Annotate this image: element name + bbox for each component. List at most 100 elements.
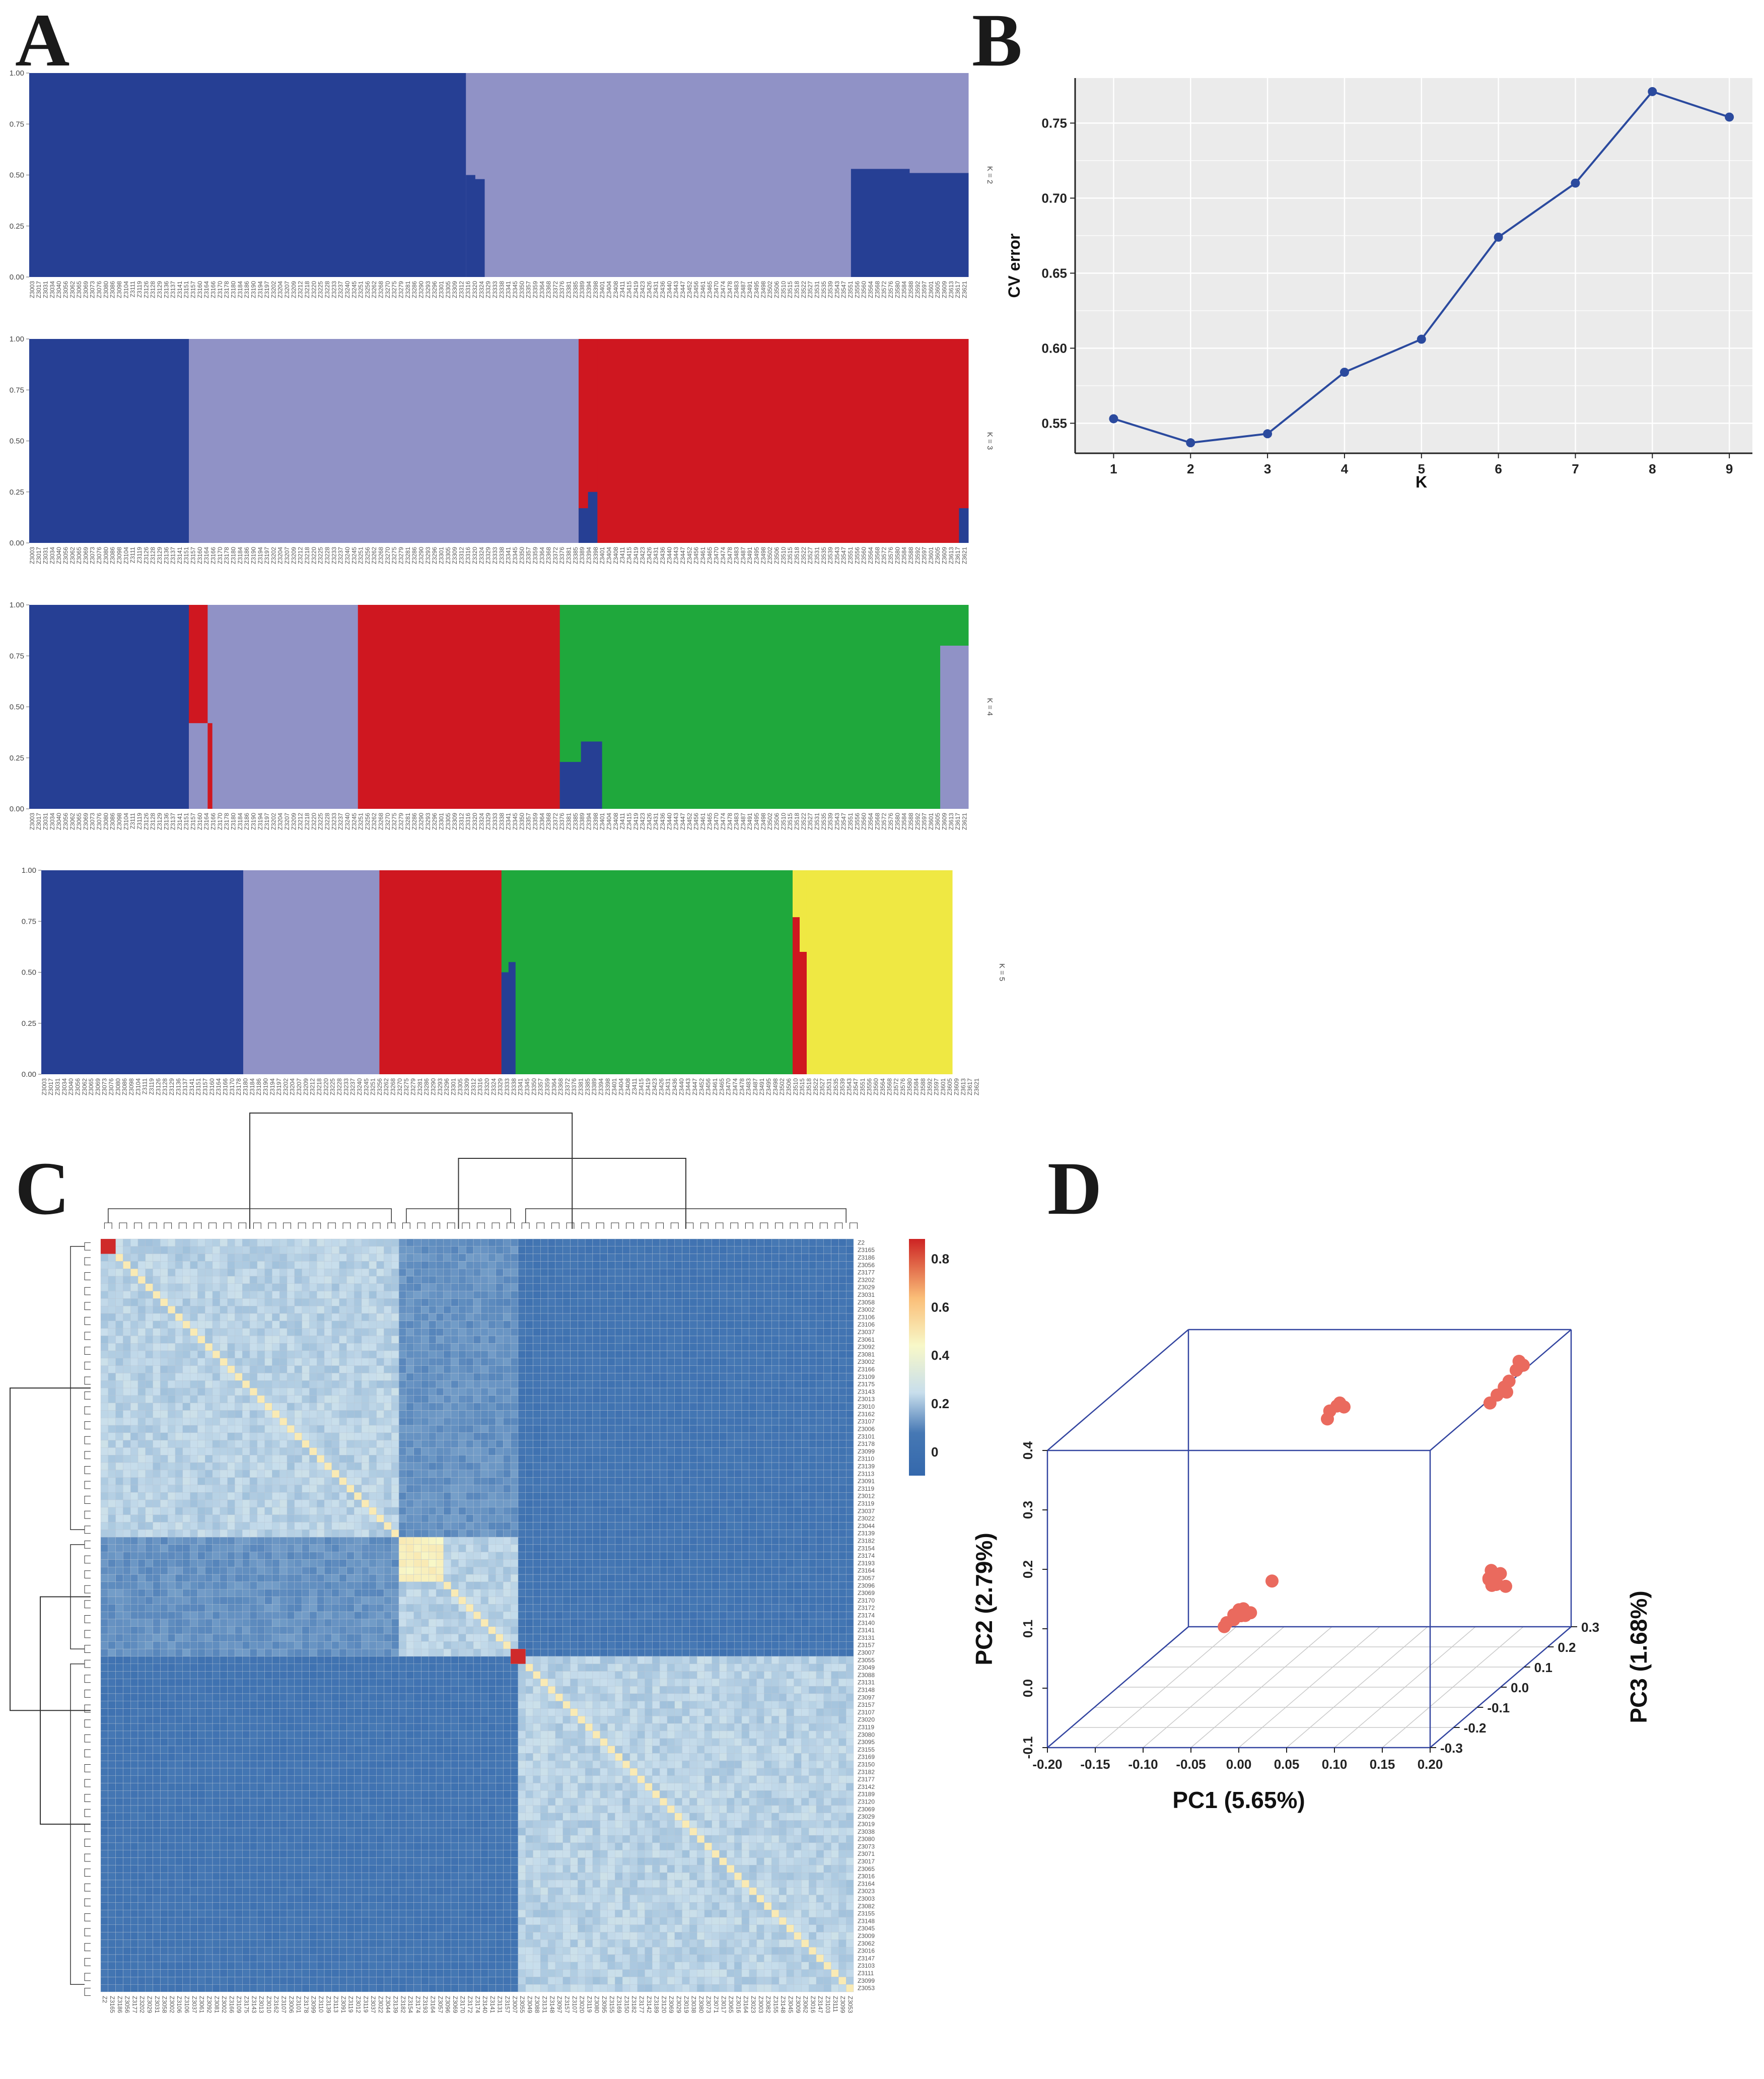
heatmap-cell	[168, 1537, 176, 1545]
heatmap-cell	[734, 1440, 742, 1448]
heatmap-cell	[249, 1552, 258, 1560]
heatmap-cell	[264, 1254, 272, 1262]
heatmap-cell	[734, 1380, 742, 1389]
heatmap-cell	[510, 1358, 519, 1366]
x-tick-label: 6	[1495, 461, 1502, 476]
heatmap-cell	[421, 1358, 429, 1366]
sample-label: Z3233	[330, 547, 337, 564]
heatmap-cell	[555, 1328, 563, 1336]
heatmap-cell	[287, 1283, 295, 1291]
heatmap-cell	[682, 1499, 690, 1508]
heatmap-cell	[272, 1485, 280, 1493]
heatmap-cell	[533, 1365, 541, 1373]
heatmap-cell	[547, 1425, 556, 1433]
heatmap-cell	[503, 1380, 511, 1389]
heatmap-cell	[496, 1514, 504, 1522]
heatmap-cell	[287, 1350, 295, 1359]
heatmap-cell	[689, 1477, 697, 1485]
heatmap-cell	[317, 1514, 325, 1522]
heatmap-cell	[100, 1499, 109, 1508]
heatmap-cell	[249, 1269, 258, 1277]
heatmap-cell	[496, 1380, 504, 1389]
heatmap-cell	[749, 1246, 757, 1254]
heatmap-cell	[578, 1291, 586, 1299]
heatmap-cell	[175, 1514, 183, 1522]
heatmap-cell	[443, 1470, 451, 1478]
sample-label: Z3411	[619, 813, 626, 829]
heatmap-cell	[287, 1276, 295, 1284]
heatmap-cell	[741, 1276, 749, 1284]
heatmap-cell	[398, 1298, 407, 1306]
heatmap-cell	[272, 1343, 280, 1351]
sample-label: Z3220	[310, 547, 317, 564]
heatmap-cell	[361, 1470, 370, 1478]
heatmap-cell	[458, 1365, 466, 1373]
heatmap-cell	[615, 1380, 623, 1389]
heatmap-cell	[130, 1328, 138, 1336]
heatmap-cell	[100, 1492, 109, 1500]
heatmap-cell	[794, 1336, 802, 1344]
heatmap-cell	[741, 1380, 749, 1389]
heatmap-cell	[220, 1477, 228, 1485]
heatmap-cell	[689, 1261, 697, 1269]
heatmap-cell	[771, 1432, 780, 1440]
heatmap-cell	[734, 1350, 742, 1359]
heatmap-cell	[235, 1336, 243, 1344]
sample-label: Z3385	[584, 1078, 591, 1095]
heatmap-cell	[466, 1269, 474, 1277]
heatmap-cell	[137, 1358, 146, 1366]
heatmap-cell	[429, 1403, 437, 1411]
heatmap-cell	[354, 1388, 362, 1396]
heatmap-cell	[197, 1514, 205, 1522]
heatmap-cell	[421, 1306, 429, 1314]
heatmap-cell	[115, 1410, 123, 1418]
heatmap-cell	[845, 1537, 854, 1545]
heatmap-cell	[756, 1403, 764, 1411]
heatmap-cell	[443, 1462, 451, 1471]
sample-label: Z3197	[263, 281, 270, 298]
heatmap-cell	[794, 1261, 802, 1269]
heatmap-cell	[272, 1328, 280, 1336]
sample-label: Z3324	[490, 1078, 497, 1095]
heatmap-cell	[629, 1499, 638, 1508]
heatmap-cell	[137, 1403, 146, 1411]
heatmap-cell	[719, 1380, 727, 1389]
heatmap-cell	[436, 1373, 444, 1381]
sample-label: Z3535	[832, 1078, 839, 1095]
heatmap-cell	[458, 1470, 466, 1478]
heatmap-cell	[212, 1358, 221, 1366]
heatmap-cell	[302, 1425, 310, 1433]
heatmap-cell	[756, 1485, 764, 1493]
heatmap-cell	[100, 1530, 109, 1538]
sample-label: Z3394	[586, 547, 593, 564]
heatmap-cell	[682, 1432, 690, 1440]
heatmap-cell	[391, 1537, 399, 1545]
heatmap-cell	[212, 1254, 221, 1262]
heatmap-cell	[391, 1328, 399, 1336]
sample-label: Z3401	[599, 547, 606, 564]
heatmap-cell	[547, 1432, 556, 1440]
heatmap-cell	[235, 1373, 243, 1381]
heatmap-cell	[496, 1544, 504, 1552]
heatmap-cell	[689, 1544, 697, 1552]
heatmap-cell	[466, 1544, 474, 1552]
heatmap-cell	[488, 1514, 496, 1522]
heatmap-cell	[160, 1388, 168, 1396]
heatmap-cell	[205, 1477, 213, 1485]
heatmap-cell	[808, 1485, 817, 1493]
heatmap-cell	[808, 1313, 817, 1322]
heatmap-cell	[801, 1447, 809, 1456]
heatmap-cell	[831, 1306, 839, 1314]
heatmap-cell	[510, 1440, 519, 1448]
heatmap-cell	[712, 1306, 720, 1314]
heatmap-cell	[294, 1350, 302, 1359]
heatmap-cell	[578, 1537, 586, 1545]
heatmap-cell	[339, 1276, 347, 1284]
sample-label: Z3312	[458, 281, 465, 298]
heatmap-cell	[622, 1395, 630, 1403]
heatmap-cell	[816, 1447, 824, 1456]
heatmap-cell	[190, 1388, 198, 1396]
heatmap-cell	[406, 1470, 414, 1478]
heatmap-cell	[451, 1455, 459, 1463]
heatmap-cell	[503, 1238, 511, 1247]
